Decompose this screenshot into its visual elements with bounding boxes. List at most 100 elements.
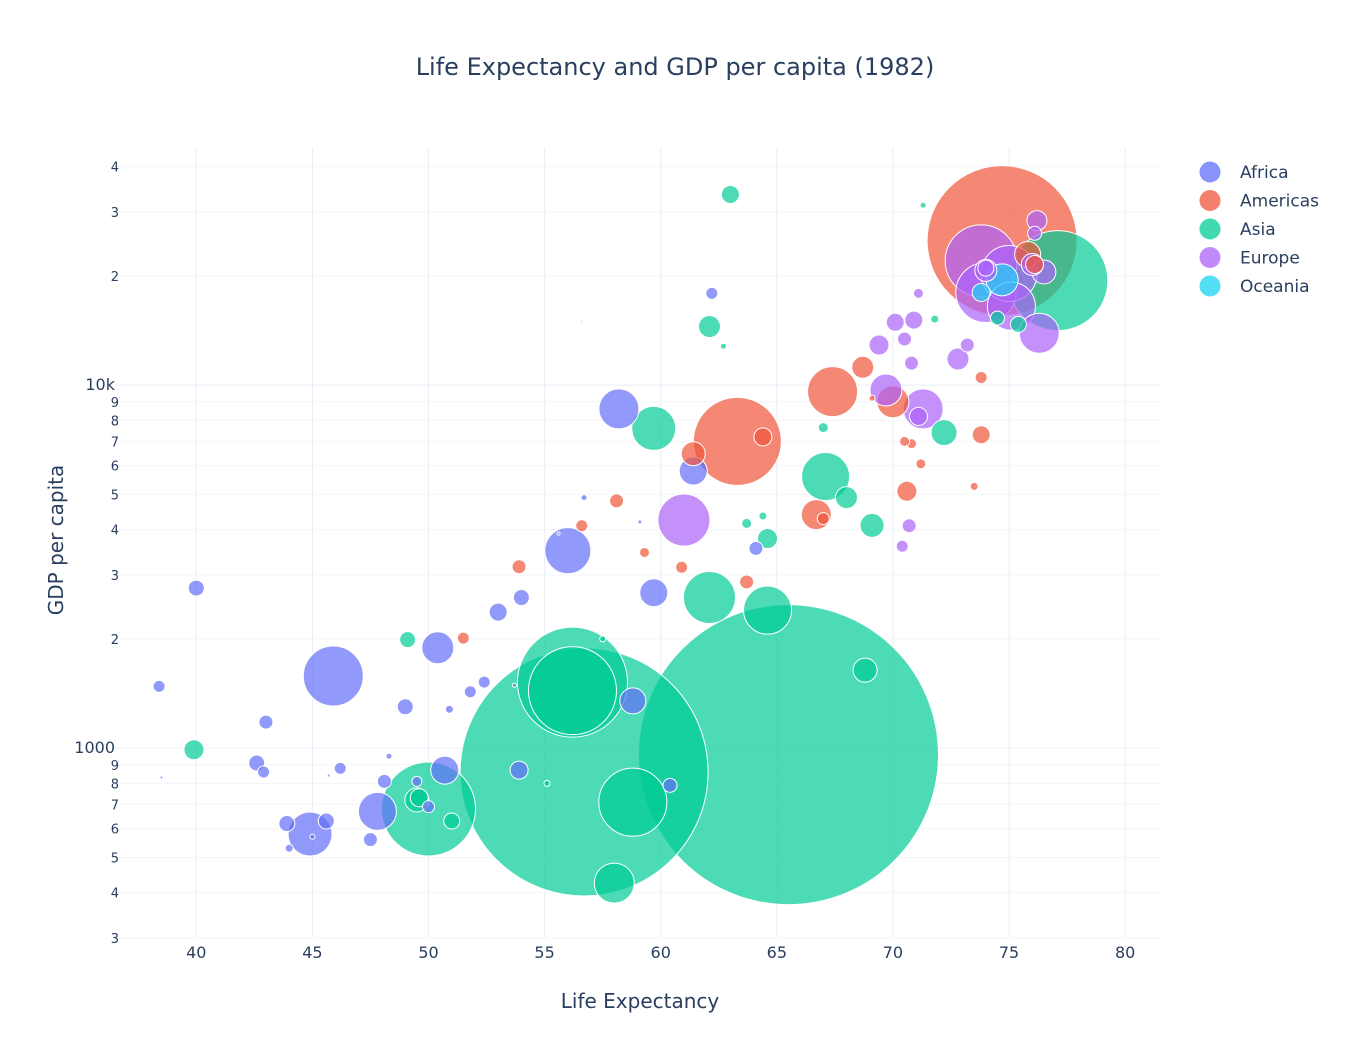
bubble-asia[interactable] [930, 419, 958, 447]
bubble-europe[interactable] [908, 406, 928, 426]
bubble-africa[interactable] [580, 319, 584, 323]
bubble-asia[interactable] [817, 422, 829, 434]
bubble-americas[interactable] [511, 559, 527, 575]
bubble-asia[interactable] [598, 767, 668, 837]
bubble-europe[interactable] [657, 493, 711, 547]
bubble-europe[interactable] [868, 334, 890, 356]
bubble-asia[interactable] [599, 635, 607, 643]
bubble-americas[interactable] [807, 366, 859, 418]
bubble-americas[interactable] [868, 394, 876, 402]
bubble-africa[interactable] [411, 775, 423, 787]
bubble-americas[interactable] [915, 458, 927, 470]
bubble-americas[interactable] [971, 425, 991, 445]
bubble-asia[interactable] [741, 517, 753, 529]
bubble-americas[interactable] [680, 441, 706, 467]
bubble-americas[interactable] [456, 631, 470, 645]
bubble-asia[interactable] [593, 862, 635, 904]
bubble-africa[interactable] [477, 675, 491, 689]
bubble-asia[interactable] [743, 585, 793, 635]
bubble-africa[interactable] [258, 714, 274, 730]
bubble-asia[interactable] [919, 201, 927, 209]
bubble-europe[interactable] [869, 373, 903, 407]
bubble-asia[interactable] [758, 511, 768, 521]
bubble-africa[interactable] [159, 775, 164, 780]
bubble-europe[interactable] [959, 337, 975, 353]
bubble-americas[interactable] [638, 546, 650, 558]
bubble-africa[interactable] [385, 752, 393, 760]
bubble-asia[interactable] [682, 571, 736, 625]
bubble-africa[interactable] [326, 773, 331, 778]
bubble-asia[interactable] [631, 405, 677, 451]
bubble-asia[interactable] [852, 657, 878, 683]
bubble-africa[interactable] [284, 843, 294, 853]
bubble-americas[interactable] [899, 435, 911, 447]
bubble-europe[interactable] [895, 539, 909, 553]
bubble-americas[interactable] [753, 427, 773, 447]
legend-item-africa[interactable]: Africa [1198, 160, 1289, 184]
legend-item-americas[interactable]: Americas [1198, 189, 1319, 212]
bubble-africa[interactable] [488, 602, 508, 622]
bubble-europe[interactable] [904, 355, 920, 371]
bubble-asia[interactable] [930, 314, 940, 324]
bubble-africa[interactable] [511, 682, 517, 688]
bubble-africa[interactable] [705, 286, 719, 300]
bubble-africa[interactable] [509, 760, 529, 780]
bubble-asia[interactable] [183, 739, 205, 761]
bubble-asia[interactable] [835, 486, 858, 510]
bubble-africa[interactable] [430, 755, 460, 785]
bubble-oceania[interactable] [971, 282, 991, 302]
bubble-africa[interactable] [333, 761, 347, 775]
bubble-asia[interactable] [1009, 315, 1027, 333]
bubble-africa[interactable] [619, 687, 647, 715]
bubble-africa[interactable] [463, 685, 477, 699]
bubble-europe[interactable] [1027, 225, 1043, 241]
bubble-africa[interactable] [187, 579, 205, 597]
bubble-asia[interactable] [757, 528, 779, 550]
bubble-americas[interactable] [675, 560, 689, 574]
bubble-africa[interactable] [317, 812, 335, 830]
bubble-americas[interactable] [575, 519, 589, 533]
bubble-africa[interactable] [278, 815, 296, 833]
bubble-americas[interactable] [851, 355, 875, 379]
bubble-africa[interactable] [362, 832, 378, 848]
bubble-africa[interactable] [302, 645, 364, 707]
legend[interactable]: Africa Americas Asia Europe Oceania [1198, 160, 1319, 298]
bubble-europe[interactable] [1018, 312, 1060, 354]
bubble-asia[interactable] [859, 512, 885, 538]
bubble-asia[interactable] [527, 646, 617, 736]
bubble-asia[interactable] [801, 452, 851, 502]
bubble-europe[interactable] [901, 518, 917, 534]
bubble-asia[interactable] [443, 812, 461, 830]
bubble-africa[interactable] [257, 765, 271, 779]
bubble-americas[interactable] [816, 512, 830, 526]
bubble-americas[interactable] [969, 481, 979, 491]
bubble-europe[interactable] [946, 347, 970, 371]
bubble-americas[interactable] [896, 480, 918, 502]
bubble-americas[interactable] [609, 493, 625, 509]
bubble-africa[interactable] [662, 777, 678, 793]
bubble-africa[interactable] [421, 631, 455, 665]
legend-item-asia[interactable]: Asia [1198, 217, 1276, 241]
bubble-americas[interactable] [1025, 254, 1045, 274]
bubble-europe[interactable] [897, 331, 913, 347]
bubble-asia[interactable] [719, 342, 727, 350]
bubble-africa[interactable] [639, 578, 669, 608]
legend-item-oceania[interactable]: Oceania [1198, 274, 1310, 298]
bubble-africa[interactable] [376, 773, 392, 789]
bubble-africa[interactable] [444, 704, 454, 714]
bubble-africa[interactable] [598, 388, 640, 430]
bubble-asia[interactable] [399, 631, 417, 649]
bubble-africa[interactable] [556, 531, 561, 536]
bubble-asia[interactable] [720, 185, 740, 205]
bubble-europe[interactable] [904, 310, 924, 330]
bubble-africa[interactable] [357, 791, 397, 831]
legend-item-europe[interactable]: Europe [1198, 246, 1300, 269]
bubble-europe[interactable] [885, 312, 905, 332]
bubble-asia[interactable] [543, 779, 551, 787]
bubble-africa[interactable] [544, 527, 592, 575]
bubble-africa[interactable] [512, 589, 530, 607]
bubble-americas[interactable] [974, 370, 988, 384]
bubble-africa[interactable] [637, 519, 643, 525]
bubble-africa[interactable] [748, 540, 764, 556]
bubble-asia[interactable] [697, 315, 721, 339]
